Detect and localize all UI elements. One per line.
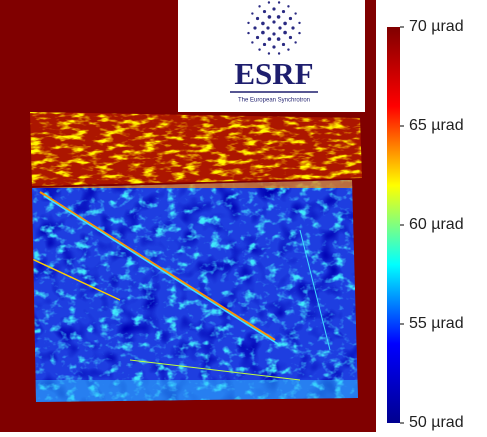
logo-subtitle: The European Synchrotron xyxy=(238,98,310,104)
colorbar-tick-label: 65 µrad xyxy=(409,117,464,134)
colorbar-tick-label: 50 µrad xyxy=(409,414,464,431)
colorbar-tick-label: 60 µrad xyxy=(409,216,464,233)
colorbar: 50 µrad 55 µrad 60 µrad 65 µrad 70 µrad xyxy=(387,18,464,431)
colorbar-tick-label: 70 µrad xyxy=(409,18,464,35)
figure: ESRF The European Synchrotron 50 µrad 55 … xyxy=(0,0,487,432)
colorbar-scale xyxy=(387,27,400,423)
logo: ESRF The European Synchrotron xyxy=(178,0,365,112)
logo-title: ESRF xyxy=(234,56,313,91)
colorbar-tick-label: 55 µrad xyxy=(409,315,464,332)
